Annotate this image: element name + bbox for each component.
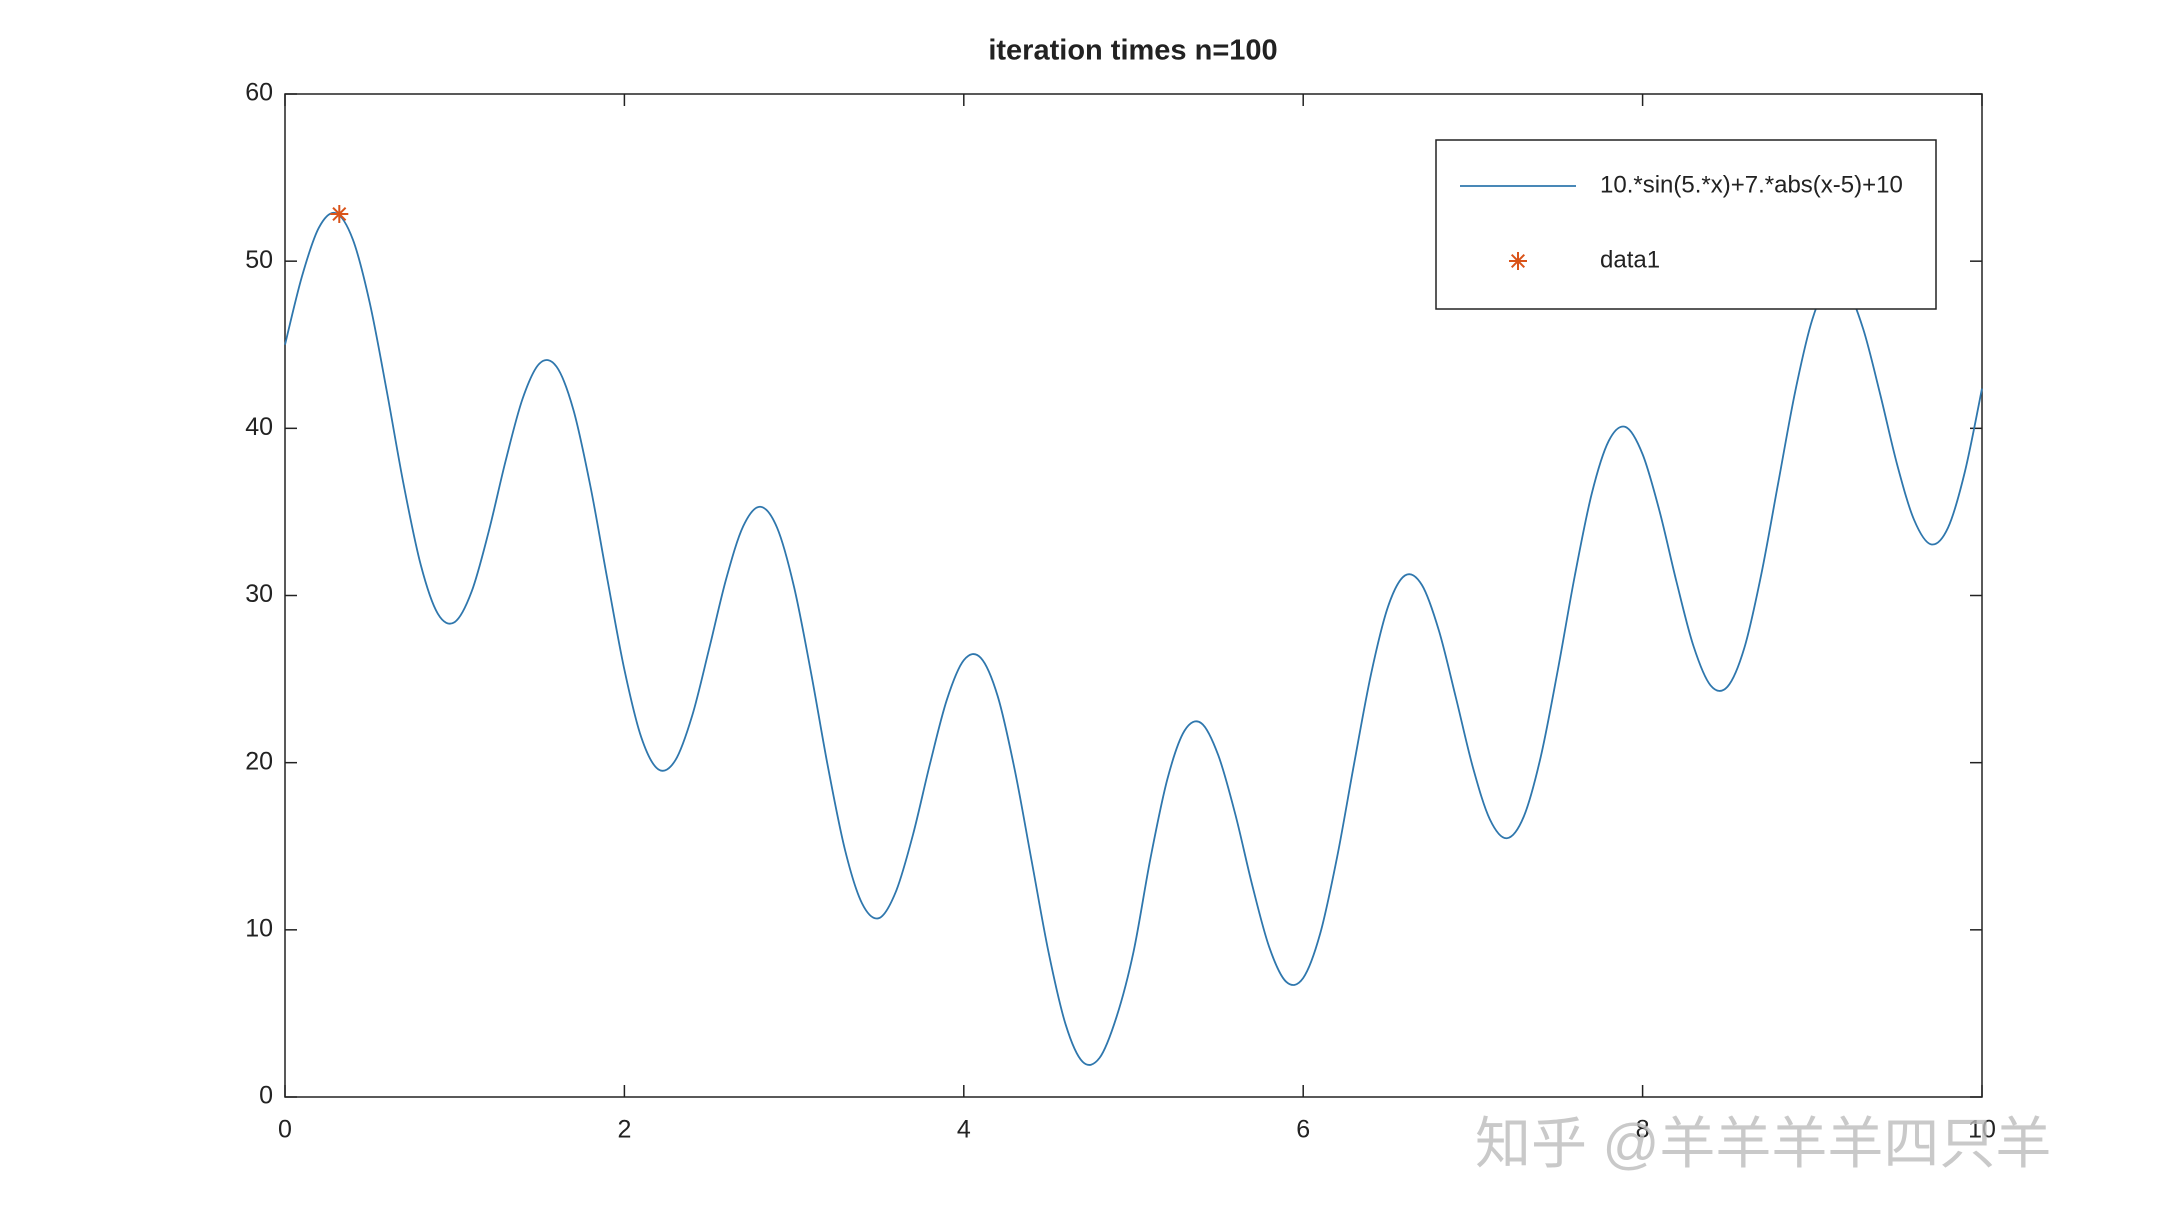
- y-tick-label: 30: [245, 580, 273, 608]
- y-tick-label: 60: [245, 79, 273, 107]
- y-tick-label: 50: [245, 246, 273, 274]
- x-tick-label: 0: [278, 1116, 292, 1144]
- legend-box: [1435, 139, 1937, 310]
- marker: [330, 205, 349, 224]
- x-tick-label: 8: [1636, 1116, 1650, 1144]
- data-line: [284, 211, 1983, 1066]
- watermark: 知乎 @羊羊羊羊四只羊: [1475, 1112, 2051, 1175]
- x-tick-label: 2: [617, 1116, 631, 1144]
- legend-marker: [1509, 252, 1527, 270]
- chart-title: iteration times n=100: [988, 35, 1277, 67]
- y-tick-label: 20: [245, 747, 273, 775]
- legend-label: data1: [1600, 246, 1660, 273]
- y-tick-label: 10: [245, 914, 273, 942]
- x-tick-label: 10: [1968, 1116, 1996, 1144]
- y-tick-label: 40: [245, 413, 273, 441]
- y-tick-label: 0: [259, 1082, 273, 1110]
- x-tick-label: 6: [1296, 1116, 1310, 1144]
- legend-label: 10.*sin(5.*x)+7.*abs(x-5)+10: [1600, 171, 1903, 198]
- x-tick-label: 4: [957, 1116, 971, 1144]
